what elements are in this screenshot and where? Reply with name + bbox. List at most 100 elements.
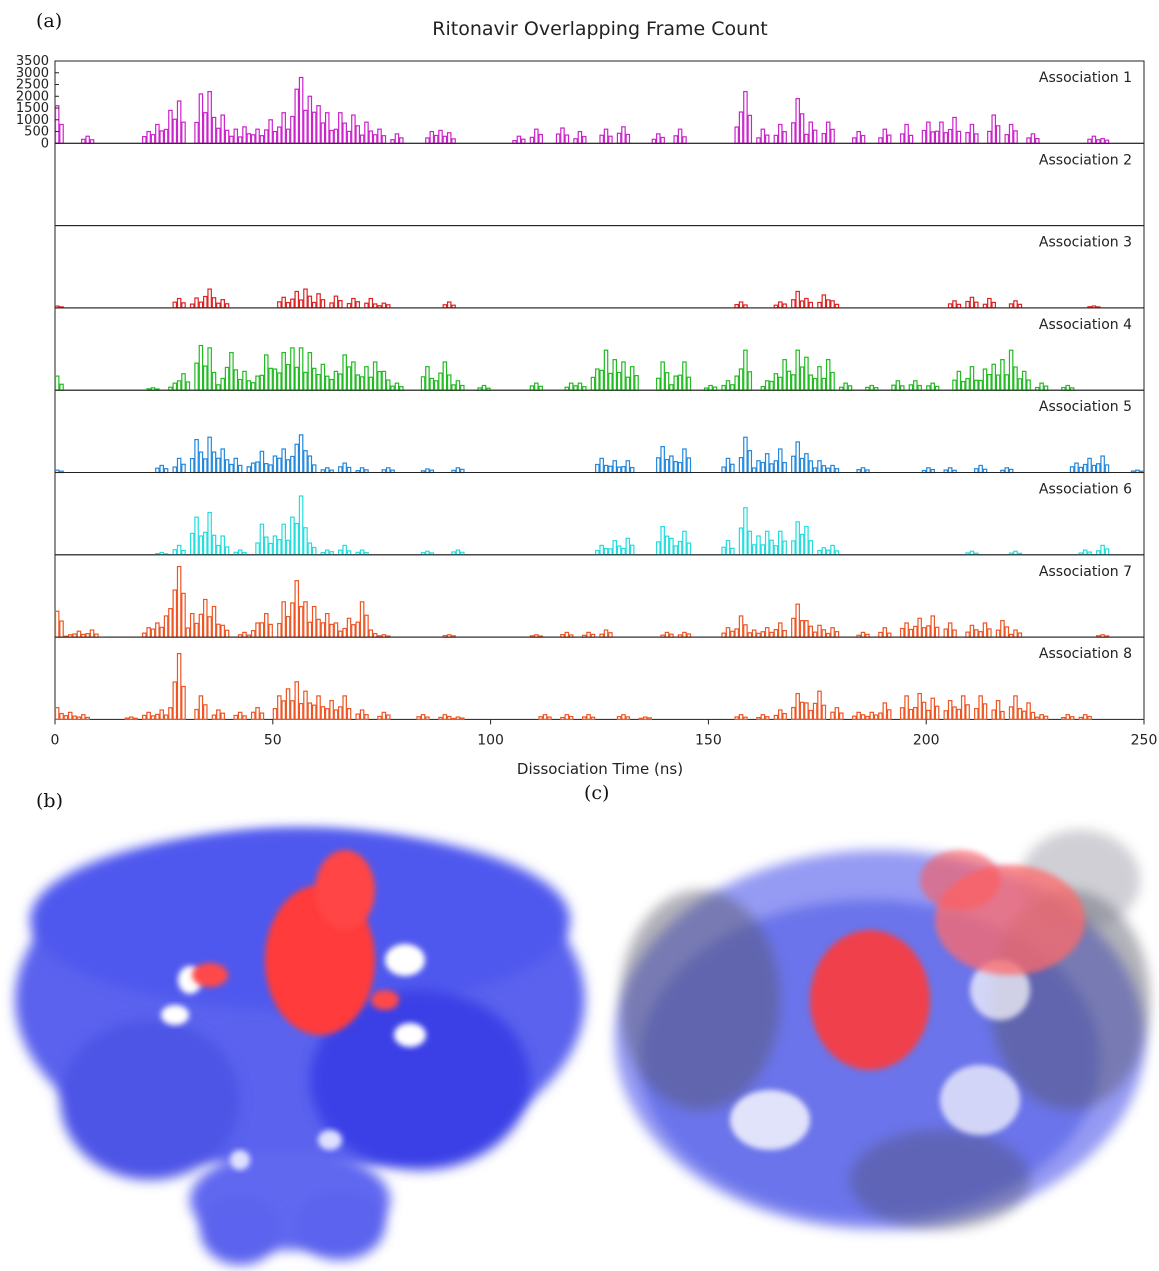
histogram-bar (873, 714, 879, 721)
histogram-bar (368, 376, 374, 391)
histogram-bar (917, 692, 922, 721)
histogram-bar (277, 126, 282, 144)
histogram-bar (899, 627, 905, 638)
histogram-bar (956, 130, 962, 144)
histogram-bar (172, 301, 178, 309)
histogram-bar (860, 714, 866, 721)
histogram-bar (85, 716, 90, 721)
histogram-bar (560, 127, 565, 144)
histogram-bar (878, 137, 883, 144)
histogram-bar (586, 714, 591, 721)
histogram-bar (233, 457, 239, 474)
histogram-bar (1013, 366, 1018, 391)
histogram-bar (743, 349, 748, 391)
histogram-bar (346, 466, 352, 474)
histogram-bar (146, 627, 151, 638)
histogram-bar (577, 382, 583, 391)
histogram-bar (303, 288, 308, 309)
histogram-bar (342, 695, 347, 721)
histogram-bar (625, 133, 631, 144)
histogram-bar (751, 467, 757, 474)
histogram-bar (351, 297, 356, 309)
histogram-bar (290, 347, 295, 391)
histogram-bar (673, 461, 679, 474)
histogram-bar (285, 688, 291, 720)
histogram-bar (72, 715, 77, 721)
histogram-bar (285, 616, 291, 638)
histogram-bar (625, 376, 631, 391)
histogram-bar (198, 613, 204, 638)
histogram-bar (316, 105, 321, 144)
series-label: Association 4 (1039, 317, 1132, 333)
histogram-bar (420, 376, 426, 391)
histogram-bar (364, 366, 369, 391)
histogram-bar (224, 546, 230, 556)
histogram-bar (538, 133, 543, 144)
histogram-bar (372, 632, 378, 638)
histogram-bar (346, 707, 352, 721)
histogram-bar (54, 707, 60, 721)
histogram-bar (455, 549, 461, 556)
histogram-bar (351, 624, 356, 638)
histogram-bar (194, 516, 199, 556)
histogram-bar (324, 708, 330, 720)
histogram-bar (163, 468, 169, 474)
histogram-bar (211, 116, 217, 144)
histogram-bar (677, 461, 683, 474)
histogram-bar (682, 448, 687, 474)
histogram-bar (233, 369, 239, 391)
histogram-bar (974, 708, 979, 720)
histogram-bar (616, 466, 622, 474)
histogram-bar (995, 374, 1001, 391)
histogram-bar (250, 134, 256, 144)
histogram-bar (298, 299, 304, 309)
histogram-bar (307, 95, 313, 144)
histogram-bar (764, 716, 770, 721)
histogram-bar (63, 715, 69, 721)
histogram-bar (294, 88, 300, 144)
histogram-bar (812, 631, 818, 638)
histogram-bar (429, 130, 435, 144)
histogram-bar (542, 714, 548, 721)
histogram-bar (764, 530, 770, 556)
histogram-bar (978, 695, 983, 721)
histogram-bar (791, 299, 796, 309)
histogram-bar (673, 135, 679, 144)
histogram-bar (216, 302, 221, 309)
histogram-bar (259, 712, 265, 721)
histogram-bar (338, 300, 343, 309)
histogram-bar (974, 379, 979, 391)
histogram-bar (804, 702, 809, 721)
histogram-bar (290, 115, 295, 144)
histogram-bar (930, 131, 936, 144)
histogram-bar (59, 712, 64, 720)
histogram-bar (207, 436, 212, 474)
histogram-bar (721, 384, 726, 391)
histogram-bar (664, 372, 670, 391)
histogram-bar (181, 121, 186, 144)
histogram-bar (1017, 378, 1023, 391)
histogram-bar (364, 302, 369, 309)
histogram-bar (294, 681, 300, 721)
histogram-bar (281, 296, 286, 309)
histogram-bar (921, 627, 927, 638)
histogram-bar (590, 376, 596, 391)
histogram-bar (203, 598, 208, 638)
histogram-bar (738, 368, 744, 391)
histogram-bar (194, 708, 199, 721)
histogram-bar (1000, 359, 1005, 391)
histogram-bar (520, 138, 526, 144)
histogram-bar (991, 709, 996, 720)
histogram-bar (830, 464, 835, 474)
histogram-bar (181, 685, 186, 720)
histogram-bar (738, 615, 744, 638)
histogram-bar (1017, 707, 1023, 721)
histogram-bar (338, 373, 343, 391)
histogram-bar (155, 467, 160, 474)
histogram-bar (738, 111, 744, 144)
histogram-bar (743, 507, 748, 556)
histogram-bar (608, 632, 613, 638)
histogram-bar (460, 717, 465, 721)
histogram-bar (825, 359, 831, 391)
histogram-bar (625, 537, 631, 556)
